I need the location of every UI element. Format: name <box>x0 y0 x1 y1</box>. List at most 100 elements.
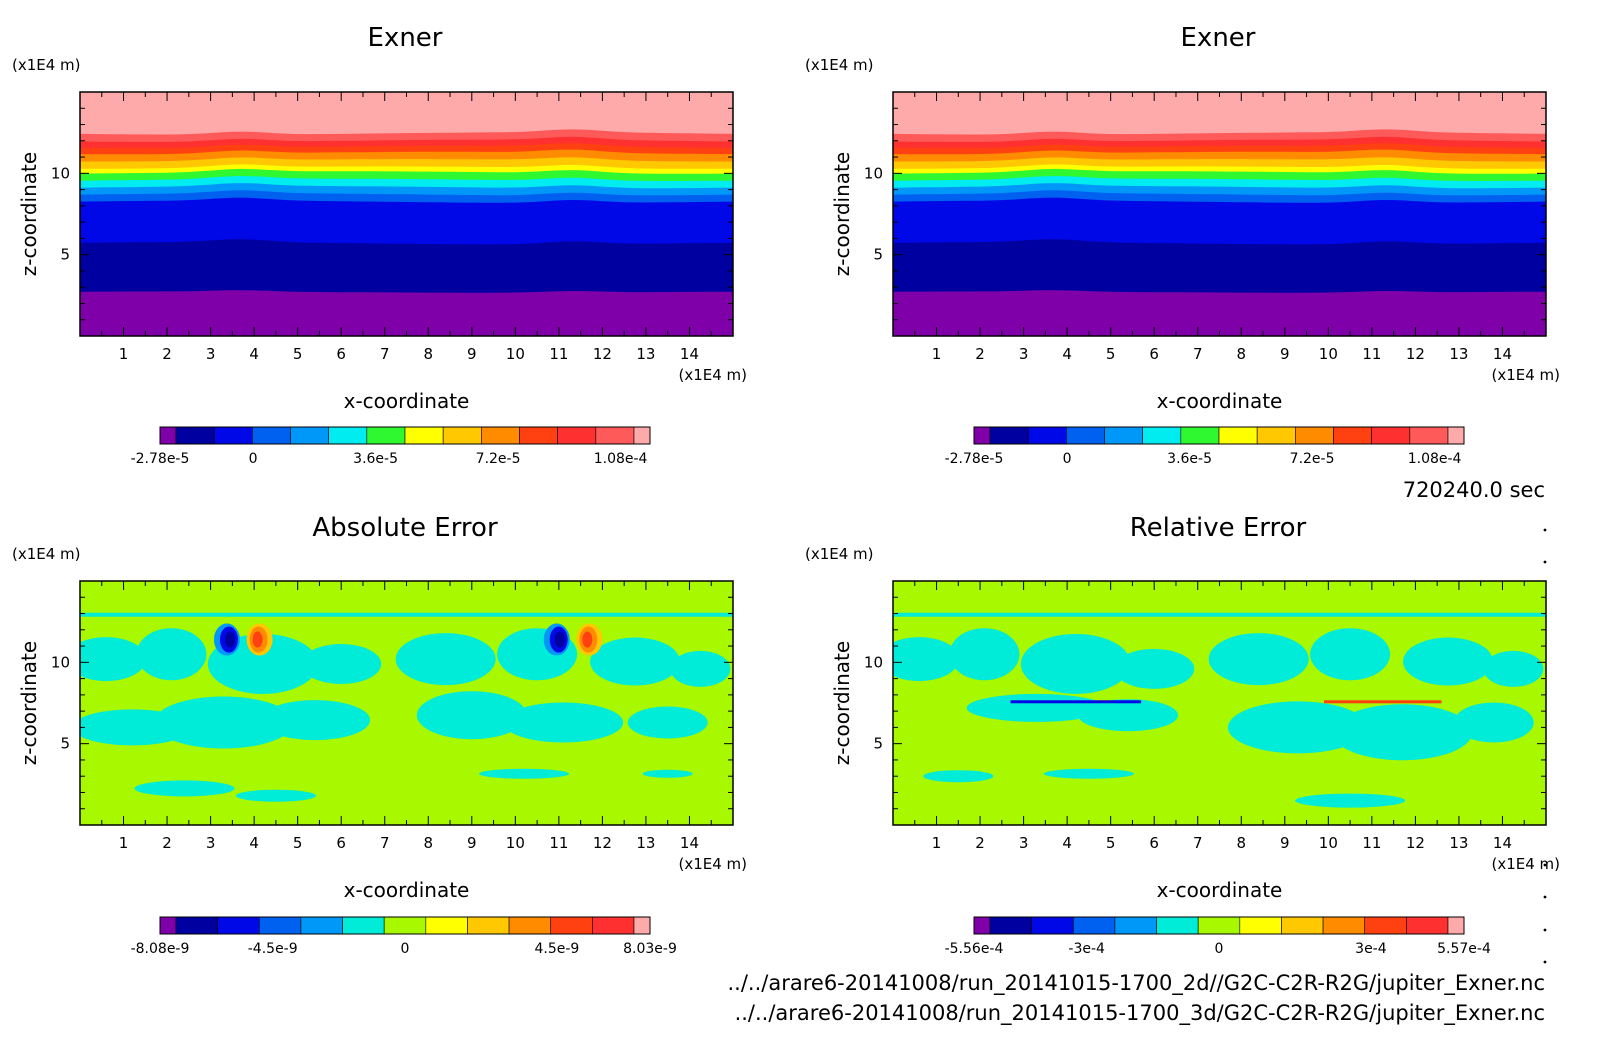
x-axis-unit: (x1E4 m) <box>678 366 747 384</box>
y-axis-unit: (x1E4 m) <box>805 545 874 563</box>
colorbar-swatch <box>633 916 651 935</box>
x-tick-label: 3 <box>1019 834 1029 852</box>
colorbar-label: 3.6e-5 <box>353 451 398 467</box>
colorbar-label: -4.5e-9 <box>248 941 298 957</box>
x-tick-label: 14 <box>1493 834 1512 852</box>
x-tick-label: 13 <box>1449 345 1468 363</box>
error-contour-region <box>1227 701 1368 754</box>
x-tick-label: 4 <box>249 834 259 852</box>
exner-band <box>80 290 733 336</box>
x-axis-label: x-coordinate <box>1157 878 1283 902</box>
colorbar-swatch <box>1142 426 1182 445</box>
error-contour-region <box>1483 650 1544 687</box>
colorbar-label: -3e-4 <box>1068 941 1105 957</box>
x-tick-label: 5 <box>293 345 303 363</box>
x-tick-label: 10 <box>1319 345 1338 363</box>
margin-dot <box>1543 863 1547 867</box>
error-dipole-positive-core <box>252 631 263 648</box>
colorbar-swatch <box>481 426 520 445</box>
chart-title: Exner <box>1181 23 1256 53</box>
x-tick-label: 11 <box>549 834 568 852</box>
x-axis-unit: (x1E4 m) <box>678 855 747 873</box>
colorbar-swatch <box>1256 426 1296 445</box>
colorbar-swatch <box>973 426 991 445</box>
colorbar: -2.78e-5 0 3.6e-5 7.2e-5 1.08e-4 <box>945 426 1465 467</box>
colorbar-swatch <box>633 426 651 445</box>
chart-title: Exner <box>368 23 443 53</box>
x-tick-label: 12 <box>1406 345 1425 363</box>
colorbar-swatch <box>252 426 291 445</box>
y-axis-label: z-coordinate <box>17 152 41 276</box>
colorbar-swatch <box>1371 426 1411 445</box>
x-tick-label: 1 <box>932 834 942 852</box>
x-tick-label: 4 <box>1062 834 1072 852</box>
x-tick-label: 10 <box>1319 834 1338 852</box>
error-contour-region <box>1078 699 1179 732</box>
colorbar-swatch <box>175 426 215 445</box>
error-contour-region <box>395 633 496 686</box>
x-tick-label: 2 <box>975 834 985 852</box>
error-contour-region <box>1310 628 1391 681</box>
colorbar-swatch <box>1409 426 1449 445</box>
x-tick-label: 6 <box>336 834 346 852</box>
colorbar-swatch <box>508 916 552 935</box>
x-tick-label: 14 <box>680 834 699 852</box>
x-tick-label: 9 <box>1280 345 1290 363</box>
y-tick-label: 10 <box>864 653 883 671</box>
colorbar-swatch <box>1104 426 1143 445</box>
chart-title: Relative Error <box>1130 513 1307 543</box>
x-tick-label: 6 <box>336 345 346 363</box>
contour-field <box>893 581 1546 825</box>
colorbar-swatch <box>1031 916 1074 935</box>
x-tick-label: 8 <box>1236 834 1246 852</box>
colorbar-swatch <box>1027 426 1067 445</box>
x-tick-label: 1 <box>119 834 129 852</box>
colorbar-swatch <box>467 916 510 935</box>
margin-dot <box>1543 560 1547 564</box>
colorbar-swatch <box>519 426 558 445</box>
x-tick-label: 14 <box>680 345 699 363</box>
colorbar-swatch <box>366 426 406 445</box>
x-tick-label: 7 <box>380 345 390 363</box>
colorbar-label: 1.08e-4 <box>594 451 648 467</box>
colorbar-swatch <box>1281 916 1324 935</box>
margin-dot <box>1543 895 1547 899</box>
error-contour-region <box>503 702 624 743</box>
colorbar-swatch <box>1295 426 1334 445</box>
x-tick-label: 1 <box>119 345 129 363</box>
x-tick-label: 8 <box>423 345 433 363</box>
error-contour-region <box>949 628 1020 681</box>
chart-panel-2: Exner(x1E4 m)1 2 3 4 5 6 7 8 9 10 11 12 13 14510(x1E4… <box>805 23 1560 467</box>
time-stamp: 720240.0 sec <box>1403 478 1545 502</box>
error-contour-region <box>893 637 960 682</box>
colorbar-swatch <box>595 426 635 445</box>
colorbar-swatch <box>442 426 482 445</box>
error-contour-region <box>1020 633 1131 694</box>
error-contour-region <box>134 780 235 797</box>
error-contour-strip <box>80 612 733 617</box>
y-tick-label: 5 <box>60 735 70 753</box>
colorbar-swatch <box>342 916 385 935</box>
x-tick-label: 10 <box>506 834 525 852</box>
exner-band <box>893 290 1546 336</box>
x-tick-label: 8 <box>1236 345 1246 363</box>
x-tick-label: 6 <box>1149 345 1159 363</box>
x-tick-label: 9 <box>467 345 477 363</box>
colorbar: -8.08e-9 -4.5e-9 0 4.5e-9 8.03e-9 <box>131 916 677 957</box>
colorbar-swatch <box>300 916 343 935</box>
x-tick-label: 2 <box>975 345 985 363</box>
colorbar-swatch <box>1322 916 1366 935</box>
colorbar-swatch <box>989 426 1029 445</box>
error-contour-region <box>416 691 527 740</box>
x-tick-label: 13 <box>636 834 655 852</box>
error-contour-region <box>1453 702 1534 743</box>
x-tick-label: 3 <box>206 834 216 852</box>
colorbar-frame <box>973 916 1465 935</box>
colorbar-swatch <box>1066 426 1105 445</box>
x-tick-label: 2 <box>162 345 172 363</box>
colorbar-swatch <box>1156 916 1199 935</box>
colorbar-swatch <box>290 426 329 445</box>
error-contour-region <box>1295 793 1406 808</box>
error-contour-region <box>670 650 731 687</box>
